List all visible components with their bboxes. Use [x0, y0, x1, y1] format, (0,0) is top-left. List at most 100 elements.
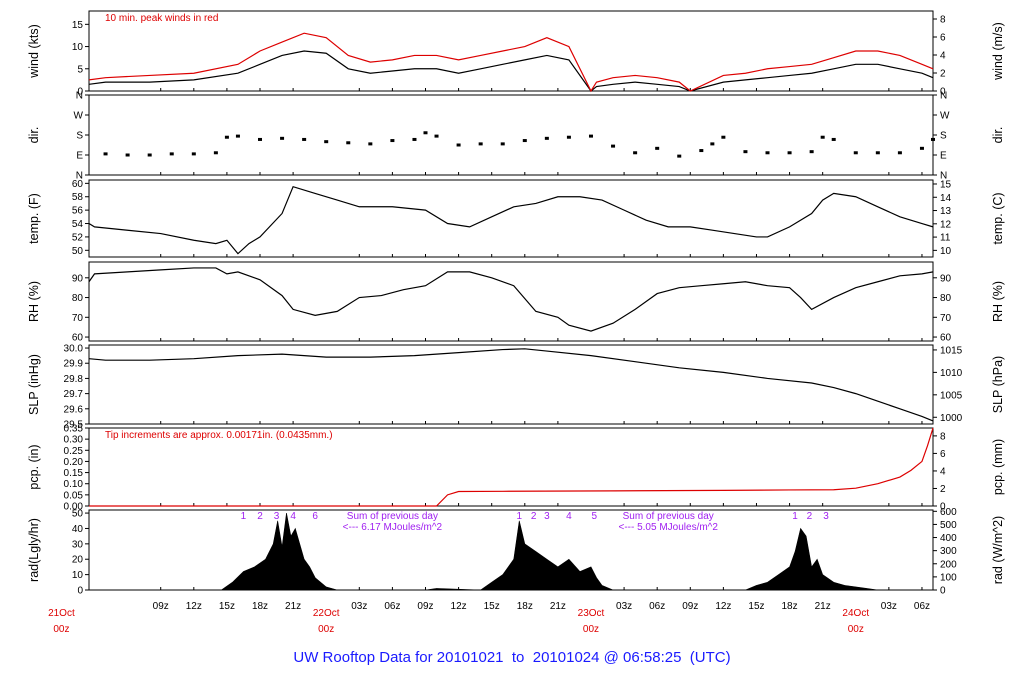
data-point	[500, 142, 505, 146]
hour-marker: 4	[290, 511, 296, 522]
y-tick-label-right: 8	[940, 15, 946, 26]
data-point	[224, 135, 229, 139]
data-point	[566, 135, 571, 139]
y-tick-label-left: W	[74, 111, 84, 122]
y-tick-label-left: 40	[72, 524, 84, 535]
hour-marker: 2	[807, 511, 813, 522]
y-tick-label-left: 0.25	[64, 446, 84, 457]
y-tick-label-right: 600	[940, 507, 957, 518]
footer-title: UW Rooftop Data for 20101021 to 20101024…	[0, 649, 1024, 666]
data-point	[721, 135, 726, 139]
panel-annotation: Tip increments are approx. 0.00171in. (0…	[105, 430, 333, 441]
y-axis-label-right: SLP (hPa)	[991, 356, 1005, 413]
y-tick-label-right: 14	[940, 193, 952, 204]
y-tick-label-left: N	[76, 91, 83, 102]
data-point	[677, 154, 682, 158]
x-tick-label: 12z	[186, 601, 202, 612]
y-tick-label-right: S	[940, 131, 947, 142]
x-tick-label: 18z	[517, 601, 533, 612]
panel-annotation: 10 min. peak winds in red	[105, 13, 218, 24]
y-tick-label-right: 1010	[940, 368, 963, 379]
day-label-hour: 00z	[318, 624, 334, 635]
y-axis-label-right: rad (W/m^2)	[991, 516, 1005, 584]
y-tick-label-left: 56	[72, 206, 84, 217]
y-tick-label-left: 0.20	[64, 457, 84, 468]
x-tick-label: 21z	[550, 601, 566, 612]
x-tick-label: 12z	[715, 601, 731, 612]
y-tick-label-right: N	[940, 171, 947, 182]
hour-marker: 2	[257, 511, 263, 522]
x-tick-label: 09z	[153, 601, 169, 612]
y-tick-label-right: 11	[940, 233, 951, 244]
y-tick-label-right: 10	[940, 246, 952, 257]
data-point	[765, 151, 770, 155]
hour-marker: 3	[544, 511, 550, 522]
data-point	[853, 151, 858, 155]
x-tick-label: 18z	[252, 601, 268, 612]
x-tick-label: 21z	[285, 601, 301, 612]
day-label-hour: 00z	[583, 624, 599, 635]
y-tick-label-left: 0.10	[64, 479, 84, 490]
wind-line	[88, 50, 934, 92]
hour-marker: 6	[312, 511, 318, 522]
y-tick-label-left: 50	[72, 246, 84, 257]
footer-tz: (UTC)	[689, 649, 731, 666]
data-point	[423, 131, 428, 135]
hour-marker: 4	[566, 511, 572, 522]
data-point	[611, 144, 616, 148]
data-point	[434, 134, 439, 138]
y-axis-label-left: wind (kts)	[27, 24, 41, 78]
data-point	[125, 153, 130, 157]
y-tick-label-right: E	[940, 151, 947, 162]
data-point	[412, 137, 417, 141]
panel-frame	[88, 427, 934, 507]
data-point	[710, 142, 715, 146]
y-tick-label-left: 0	[77, 586, 83, 597]
y-tick-label-left: 10	[72, 570, 84, 581]
data-point	[743, 150, 748, 154]
x-tick-label: 15z	[748, 601, 764, 612]
y-tick-label-right: 0	[940, 586, 946, 597]
y-tick-label-left: 0.05	[64, 490, 84, 501]
panel-frame	[88, 179, 934, 258]
y-tick-label-left: 0	[77, 87, 83, 98]
data-point	[456, 143, 461, 147]
relative-humidity-line	[88, 267, 934, 332]
data-point	[633, 151, 638, 155]
y-tick-label-right: 400	[940, 533, 957, 544]
panel-frame	[88, 344, 934, 425]
data-point	[820, 135, 825, 139]
y-tick-label-left: 80	[72, 293, 84, 304]
daily-sum-title: Sum of previous day	[623, 511, 714, 522]
y-tick-label-right: 13	[940, 206, 952, 217]
x-tick-label: 06z	[914, 601, 930, 612]
data-point	[169, 152, 174, 156]
y-tick-label-right: N	[940, 91, 947, 102]
x-tick-label: 03z	[616, 601, 632, 612]
y-axis-label-left: dir.	[27, 127, 41, 144]
data-point	[191, 152, 196, 156]
data-point	[147, 153, 152, 157]
y-tick-label-left: S	[76, 131, 83, 142]
y-tick-label-left: 52	[72, 232, 84, 243]
y-tick-label-left: 29.8	[64, 374, 84, 385]
x-tick-label: 09z	[417, 601, 433, 612]
data-point	[302, 137, 307, 141]
data-point	[787, 151, 792, 155]
x-tick-label: 09z	[682, 601, 698, 612]
footer-end: 20101024 @ 06:58:25	[532, 649, 682, 666]
sea-level-pressure-line	[88, 348, 934, 422]
day-label-date: 22Oct	[313, 608, 340, 619]
y-tick-label-left: 0.00	[64, 502, 84, 513]
y-tick-label-left: 58	[72, 192, 84, 203]
day-label-date: 21Oct	[48, 608, 75, 619]
hour-marker: 3	[823, 511, 829, 522]
data-point	[699, 149, 704, 153]
x-tick-label: 15z	[219, 601, 235, 612]
y-axis-label-left: RH (%)	[27, 281, 41, 322]
y-tick-label-right: 60	[940, 333, 952, 344]
day-label-hour: 00z	[848, 624, 864, 635]
y-tick-label-left: 10	[72, 42, 84, 53]
data-point	[258, 137, 263, 141]
